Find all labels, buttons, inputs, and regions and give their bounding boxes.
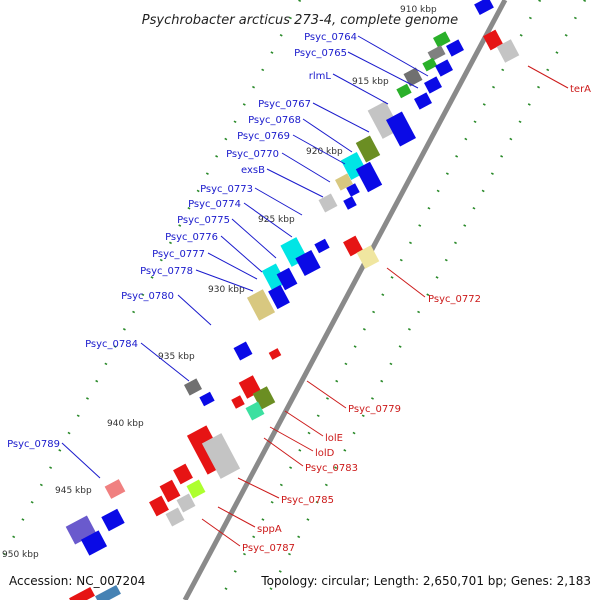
gene-label: Psyc_0765 [294,48,347,59]
gene-label: Psyc_0785 [281,495,334,506]
gene-block [199,391,215,407]
gene-block [159,479,181,503]
kbp-label: 950 kbp [2,550,39,560]
gene-label: Psyc_0770 [226,149,279,160]
gene-block [231,395,245,409]
gene-label: Psyc_0784 [85,339,138,350]
gene-label: Psyc_0773 [200,184,253,195]
gene-label: Psyc_0774 [188,199,241,210]
gene-block [403,67,423,87]
gene-block [104,479,126,499]
gene-block [245,401,265,421]
gene-block [496,39,520,63]
gene-block [335,173,353,191]
kbp-label: 935 kbp [158,352,195,362]
gene-block [435,59,453,77]
gene-label: Psyc_0787 [242,543,295,554]
gene-label: Psyc_0775 [177,215,230,226]
gene-label: Psyc_0789 [7,439,60,450]
gene-label: sppA [257,524,282,535]
gene-block [424,76,442,94]
gene-block [414,92,432,110]
gene-block [268,348,282,360]
forward-genes [65,0,494,556]
gene-block [446,39,464,57]
tick-rows [0,0,587,600]
gene-block [474,0,494,16]
kbp-label: 925 kbp [258,215,295,225]
genome-backbone [182,0,508,600]
gene-block [69,586,95,600]
gene-label: lolD [315,448,335,459]
kbp-label: 945 kbp [55,486,92,496]
gene-block [233,341,253,361]
gene-block [318,193,338,213]
gene-block [95,584,121,600]
gene-block [149,495,169,517]
kbp-label: 910 kbp [400,5,437,15]
kbp-label: 940 kbp [107,419,144,429]
kbp-scale: 910 kbp 915 kbp 920 kbp 925 kbp 930 kbp … [2,5,437,560]
gene-block [343,235,363,257]
gene-label: Psyc_0780 [121,291,174,302]
gene-block [422,57,438,72]
gene-label: Psyc_0767 [258,99,311,110]
accession-text: Accession: NC_007204 [9,574,145,588]
gene-block [201,433,241,479]
forward-gene-labels: Psyc_0764 Psyc_0765 rlmL Psyc_0767 Psyc_… [7,32,357,450]
gene-block [184,378,202,396]
gene-block [176,493,196,513]
gene-block [314,238,330,254]
gene-block [80,530,108,556]
gene-label: Psyc_0772 [428,294,481,305]
gene-block [268,284,290,310]
gene-label: Psyc_0769 [237,131,290,142]
gene-block [165,507,185,527]
gene-block [246,289,276,321]
gene-label: terA [570,84,591,95]
forward-leaders [61,35,429,479]
gene-label: Psyc_0778 [140,266,193,277]
map-title: Psychrobacter arcticus 273-4, complete g… [142,13,458,28]
gene-block [483,29,503,51]
gene-block [261,263,287,291]
gene-block [295,249,321,277]
kbp-label: 930 kbp [208,285,245,295]
kbp-label: 915 kbp [352,77,389,87]
gene-label: Psyc_0779 [348,404,401,415]
gene-label: Psyc_0783 [305,463,358,474]
gene-label: Psyc_0777 [152,249,205,260]
gene-block [101,508,125,532]
gene-block [356,245,380,269]
gene-block [346,183,360,197]
gene-label: lolE [325,433,343,444]
gene-block [355,161,383,193]
gene-block [173,463,193,485]
reverse-genes [69,29,520,600]
gene-block [427,45,446,62]
reverse-leaders [201,65,569,547]
gene-label: Psyc_0768 [248,115,301,126]
gene-label: Psyc_0776 [165,232,218,243]
gene-label: rlmL [309,71,332,82]
gene-block [396,83,412,99]
gene-block [343,196,357,210]
gene-block [386,111,416,147]
gene-block [186,479,206,499]
gene-block [276,267,298,291]
gene-block [433,31,451,48]
gene-block [355,135,381,163]
gene-label: Psyc_0764 [304,32,357,43]
reverse-gene-labels: terA Psyc_0772 Psyc_0779 lolE lolD Psyc_… [242,84,591,554]
genome-summary-text: Topology: circular; Length: 2,650,701 bp… [260,574,591,588]
gene-label: exsB [241,165,265,176]
